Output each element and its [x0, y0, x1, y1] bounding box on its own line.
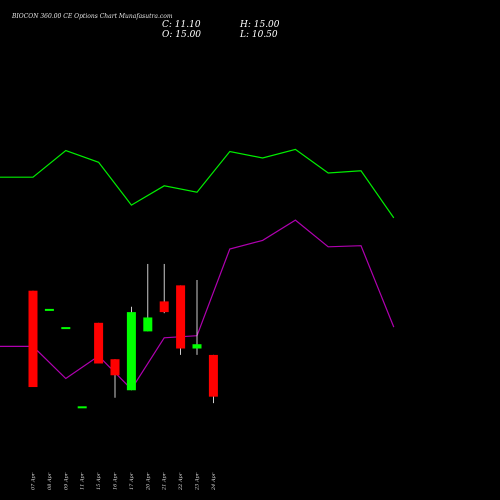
chart-title: BIOCON 360.00 CE Options Chart Munafasut… — [12, 13, 173, 20]
candle-body — [126, 312, 136, 391]
candle-body — [192, 344, 202, 349]
x-tick-label: 23 Apr — [195, 472, 201, 491]
candle-body — [44, 308, 54, 311]
candle — [44, 308, 54, 311]
candle — [208, 354, 218, 404]
candle — [77, 406, 87, 409]
x-axis-labels: 07 Apr 08 Apr 09 Apr 11 Apr 15 Apr 16 Apr 17 A… — [31, 472, 217, 491]
x-tick-label: 24 Apr — [211, 472, 217, 491]
upper-band-line — [0, 148, 395, 219]
candle — [143, 263, 153, 332]
x-tick-label: 08 Apr — [47, 472, 53, 490]
candle — [159, 263, 169, 314]
candle-body — [110, 359, 120, 376]
candle — [176, 285, 186, 355]
candle-body — [176, 285, 186, 349]
candle — [94, 322, 104, 364]
open-value: O: 15.00 — [162, 30, 202, 40]
candle-body — [77, 406, 87, 409]
candle — [28, 290, 38, 388]
x-tick-label: 20 Apr — [145, 472, 151, 491]
x-tick-label: 21 Apr — [162, 472, 168, 491]
candle-body — [94, 322, 104, 364]
x-tick-label: 16 Apr — [113, 472, 119, 490]
candle-body — [143, 317, 153, 332]
candle — [192, 280, 202, 355]
candle-body — [208, 354, 218, 397]
x-tick-label: 17 Apr — [129, 472, 135, 490]
candle — [61, 327, 71, 330]
candle — [110, 359, 120, 398]
x-tick-label: 07 Apr — [31, 472, 37, 490]
x-tick-label: 15 Apr — [96, 472, 102, 490]
x-tick-label: 22 Apr — [178, 472, 184, 491]
candle — [126, 306, 136, 391]
close-value: C: 11.10 — [162, 20, 201, 30]
candle-body — [159, 301, 169, 313]
candles — [28, 263, 218, 409]
high-value: H: 15.00 — [240, 20, 280, 30]
candle-body — [28, 290, 38, 388]
low-value: L: 10.50 — [240, 30, 278, 40]
candle-body — [61, 327, 71, 330]
x-tick-label: 09 Apr — [63, 472, 69, 490]
x-tick-label: 11 Apr — [80, 472, 86, 490]
